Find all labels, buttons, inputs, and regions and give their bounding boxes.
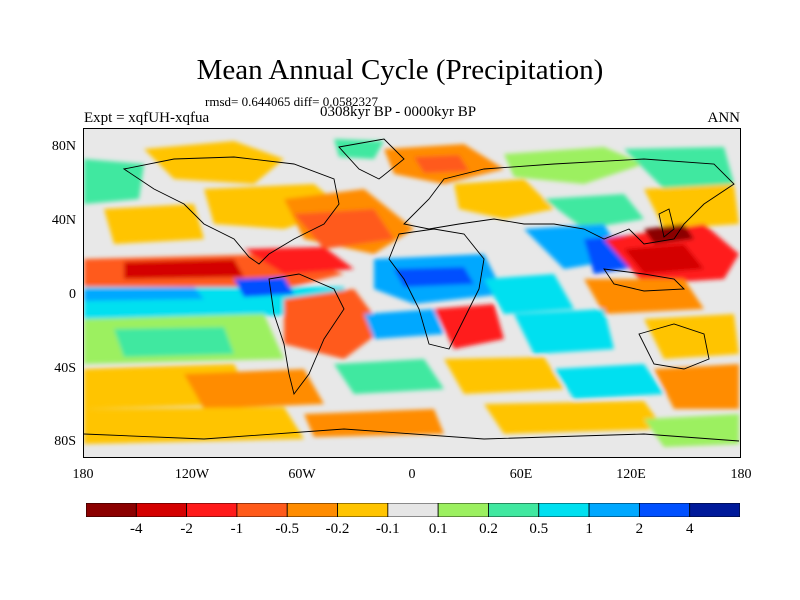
- colorbar-label: -2: [180, 521, 193, 537]
- anomaly-patch: [504, 147, 644, 184]
- anomaly-patch: [124, 259, 244, 279]
- anomaly-patch: [644, 314, 739, 359]
- anomaly-patch: [544, 194, 644, 229]
- anomaly-patch: [114, 327, 234, 357]
- lon-tick: 180: [72, 467, 94, 482]
- anomaly-patch: [554, 364, 664, 399]
- lon-tick: 120W: [174, 467, 210, 482]
- anomaly-patch: [624, 147, 734, 189]
- anomaly-patch: [644, 414, 739, 447]
- anomaly-patch: [334, 359, 444, 394]
- colorbar-label: 4: [685, 521, 694, 537]
- map-canvas: [84, 138, 740, 447]
- colorbar-swatch: [387, 503, 439, 517]
- anomaly-patch: [644, 224, 694, 244]
- lon-tick: 180: [730, 467, 752, 482]
- season-label: ANN: [707, 110, 741, 126]
- colorbar-label: 0.2: [479, 521, 498, 537]
- anomaly-patch: [234, 277, 294, 297]
- colorbar-label: 1: [585, 521, 593, 537]
- lon-tick: 60W: [288, 467, 316, 482]
- anomaly-patch: [624, 244, 704, 274]
- lat-tick: 40S: [54, 361, 76, 376]
- stats-label: rmsd= 0.644065 diff= 0.0582327: [205, 94, 378, 109]
- anomaly-patch: [654, 364, 739, 409]
- anomaly-patch: [434, 304, 504, 349]
- anomaly-patch: [414, 155, 469, 173]
- colorbar-label: -0.1: [375, 521, 400, 537]
- colorbar-swatch: [135, 503, 188, 517]
- colorbar-swatch: [689, 503, 740, 517]
- anomaly-patch: [104, 204, 204, 244]
- chart-title: Mean Annual Cycle (Precipitation): [196, 54, 604, 86]
- colorbar-label: 0.1: [428, 521, 448, 537]
- anomaly-patch: [444, 357, 564, 394]
- anomaly-patch: [184, 369, 324, 409]
- anomaly-patch: [484, 274, 574, 314]
- anomaly-patch: [334, 139, 384, 159]
- anomaly-patch: [644, 184, 739, 229]
- colorbar-swatch: [437, 503, 489, 517]
- anomaly-patch: [294, 209, 394, 249]
- anomaly-patch: [584, 279, 704, 314]
- anomaly-patch: [144, 141, 284, 184]
- colorbar-label: -0.5: [275, 521, 300, 537]
- colorbar-swatch: [186, 503, 238, 517]
- colorbar-label: 2: [635, 521, 644, 537]
- lon-tick: 120E: [616, 467, 646, 482]
- anomaly-patch: [514, 309, 614, 354]
- colorbar-swatch: [588, 503, 640, 517]
- precipitation-map: [83, 128, 741, 458]
- lat-tick: 80N: [51, 139, 76, 154]
- anomaly-patch: [484, 401, 664, 434]
- lon-tick: 60E: [509, 467, 533, 482]
- colorbar-label: 0.5: [529, 521, 549, 537]
- colorbar-swatch: [337, 503, 389, 517]
- anomaly-patch: [84, 407, 304, 444]
- colorbar: [86, 503, 740, 517]
- period-label: 0308kyr BP - 0000kyr BP: [320, 104, 477, 120]
- colorbar-swatch: [488, 503, 540, 517]
- colorbar-label: -0.2: [325, 521, 350, 537]
- anomaly-patch: [84, 159, 144, 204]
- coastlines: [84, 138, 740, 442]
- colorbar-swatch: [638, 503, 691, 517]
- anomaly-patch: [364, 309, 444, 339]
- colorbar-swatch: [286, 503, 338, 517]
- colorbar-label: -1: [230, 521, 244, 537]
- anomaly-patch: [454, 179, 554, 219]
- colorbar-swatch: [236, 503, 288, 517]
- colorbar-label: -4: [130, 521, 143, 537]
- lat-tick: 0: [69, 287, 76, 302]
- colorbar-swatch: [538, 503, 590, 517]
- lat-tick: 40N: [51, 213, 76, 228]
- colorbar-swatch: [86, 503, 137, 517]
- anomaly-patch: [244, 247, 354, 274]
- anomaly-patch: [394, 267, 474, 287]
- anomaly-patch: [304, 409, 444, 437]
- experiment-label: Expt = xqfUH-xqfua: [84, 110, 210, 126]
- lat-tick: 80S: [54, 434, 76, 449]
- anomaly-patch: [84, 287, 204, 301]
- lon-tick: 0: [408, 467, 416, 482]
